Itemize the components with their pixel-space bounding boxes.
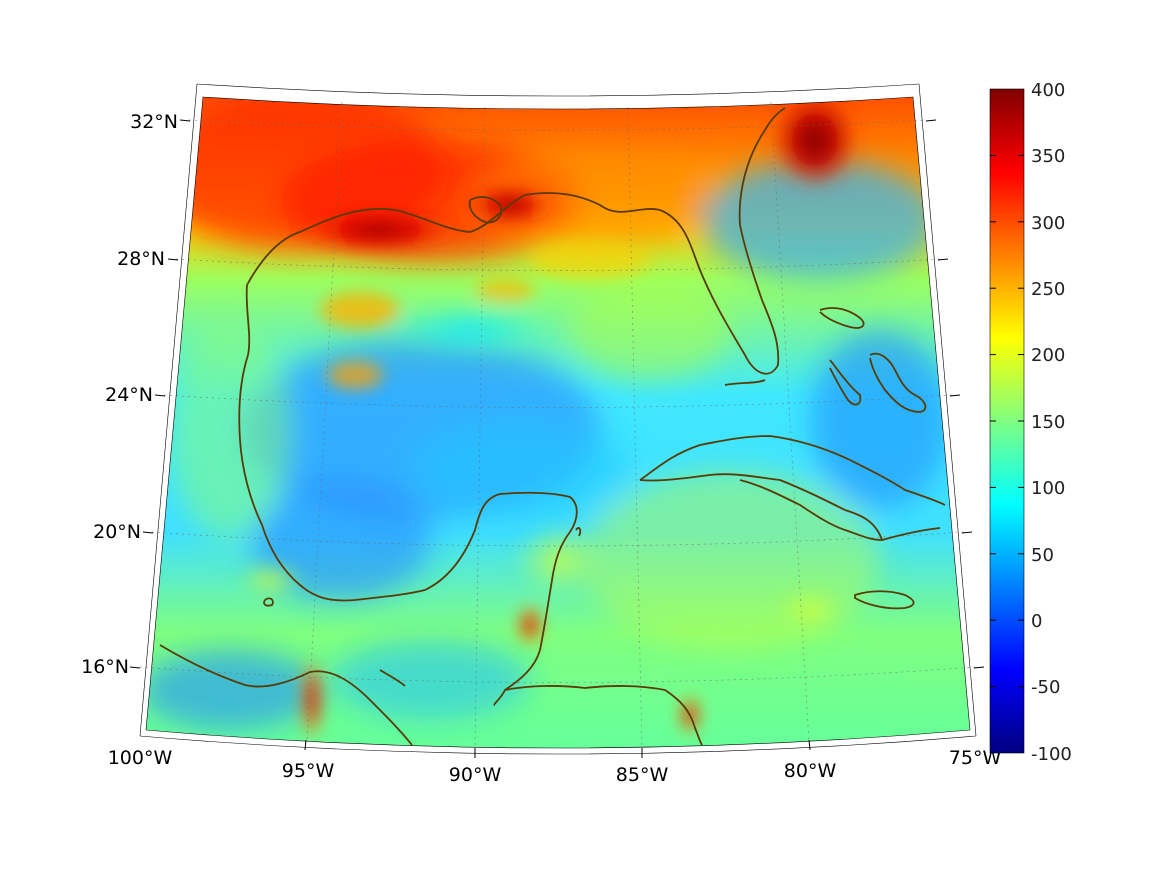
graticule — [139, 101, 977, 751]
colorbar-labels: 400 350 300 250 200 150 100 50 0 -50 -10… — [1031, 80, 1072, 765]
colorbar: 400 350 300 250 200 150 100 50 0 -50 -10… — [989, 80, 1072, 765]
lat-ticks — [129, 119, 985, 669]
coastlines — [159, 107, 946, 746]
lat-label-24n: 24°N — [105, 384, 153, 406]
lon-label-85w: 85°W — [616, 764, 669, 786]
colorbar-label-300: 300 — [1031, 213, 1065, 234]
colorbar-label-neg100: -100 — [1031, 744, 1072, 765]
colorbar-label-400: 400 — [1031, 80, 1065, 101]
colorbar-label-50: 50 — [1031, 545, 1054, 566]
lat-label-16n: 16°N — [81, 656, 129, 678]
lat-labels: 32°N 28°N 24°N 20°N 16°N — [81, 111, 178, 678]
lat-label-28n: 28°N — [117, 248, 165, 270]
lat-label-32n: 32°N — [130, 111, 178, 133]
colorbar-label-350: 350 — [1031, 146, 1065, 167]
lon-label-75w: 75°W — [949, 747, 1002, 769]
lat-label-20n: 20°N — [93, 521, 141, 543]
colorbar-label-neg50: -50 — [1031, 677, 1060, 698]
map-frame — [139, 83, 977, 755]
lon-label-95w: 95°W — [282, 760, 335, 782]
colorbar-label-200: 200 — [1031, 345, 1065, 366]
lon-labels: 100°W 95°W 90°W 85°W 80°W 75°W — [108, 747, 1002, 786]
lon-label-90w: 90°W — [449, 764, 502, 786]
lon-label-80w: 80°W — [784, 760, 837, 782]
colorbar-label-250: 250 — [1031, 279, 1065, 300]
colorbar-label-0: 0 — [1031, 611, 1042, 632]
data-field — [146, 97, 970, 748]
colorbar-ticks — [990, 154, 1024, 688]
lon-label-100w: 100°W — [108, 747, 173, 769]
lon-ticks — [304, 739, 811, 758]
colorbar-label-150: 150 — [1031, 412, 1065, 433]
colorbar-label-100: 100 — [1031, 478, 1065, 499]
